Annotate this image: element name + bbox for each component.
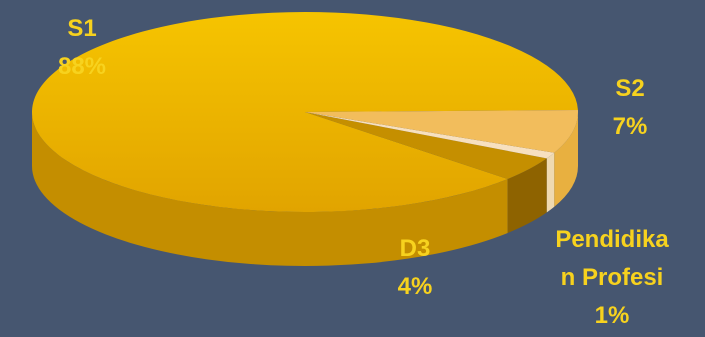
label-pendidikan-profesi-line1: Pendidika xyxy=(555,226,669,253)
pie-slice-s1 xyxy=(31,12,578,213)
pie-side-s2 xyxy=(554,112,578,207)
pie-side-pendidikan-profesi xyxy=(546,152,555,213)
label-pendidikan-profesi-line2: n Profesi xyxy=(560,264,664,291)
label-pendidikan-profesi: Pendidika n Profesi 1% xyxy=(522,221,702,335)
pie-slice-d3 xyxy=(305,112,547,179)
pie-side-d3 xyxy=(507,158,547,233)
pie-side-s1 xyxy=(32,112,508,267)
label-s2: S2 7% xyxy=(612,75,648,140)
label-s1: S1 88% xyxy=(57,15,107,80)
label-d3: D3 4% xyxy=(397,235,433,300)
pie-slice-pendidikan-profesi xyxy=(305,112,555,159)
pie-slice-s2 xyxy=(305,110,578,153)
